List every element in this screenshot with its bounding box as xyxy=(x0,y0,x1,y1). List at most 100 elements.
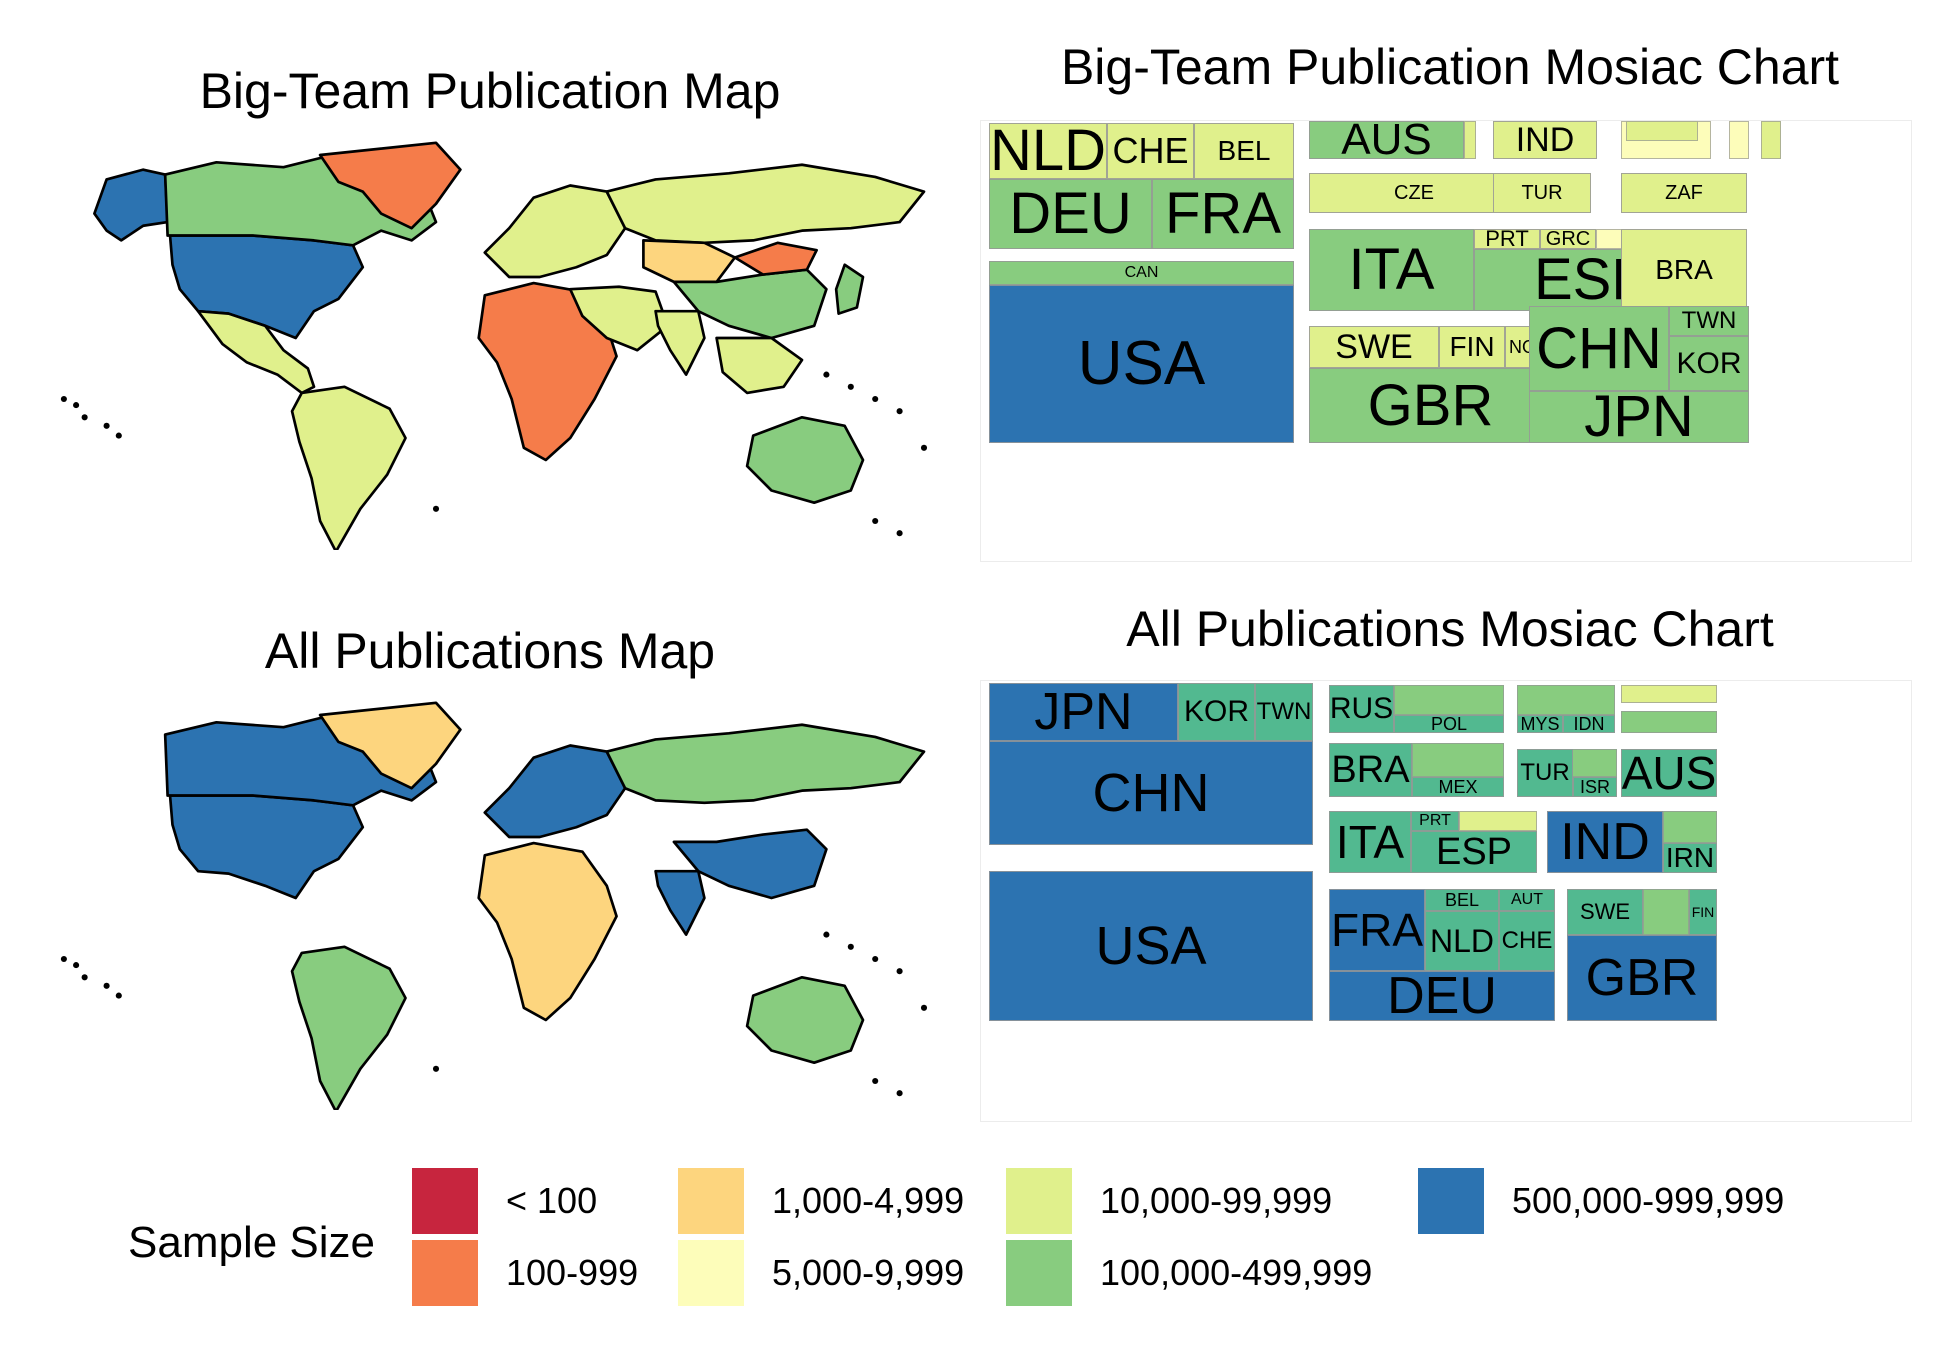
legend-swatch xyxy=(412,1240,478,1306)
mosaic-tile-label: AUS xyxy=(1341,121,1432,159)
map-island-dot xyxy=(81,414,88,421)
mosaic-tile-deu: DEU xyxy=(1329,971,1555,1021)
mosaic-minor-tile xyxy=(1517,685,1615,715)
map-island-dot xyxy=(920,1004,928,1011)
map-island-dot xyxy=(872,955,879,963)
mosaic-tile-bra: BRA xyxy=(1621,229,1747,311)
mosaic-tile-label: ISR xyxy=(1579,777,1610,797)
mosaic-tile-che: CHE xyxy=(1499,911,1555,971)
legend-label: < 100 xyxy=(506,1180,598,1221)
legend-item-1000-4999: 1,000-4,999 xyxy=(678,1168,964,1234)
mosaic-tile-label: IND xyxy=(1560,813,1650,871)
mosaic-minor-tile xyxy=(1663,811,1717,843)
mosaic-tile-deu: DEU xyxy=(989,179,1152,249)
mosaic-minor-tile xyxy=(1464,121,1476,159)
mosaic-tile-fin: FIN xyxy=(1439,326,1505,368)
legend-label: 10,000-99,999 xyxy=(1100,1180,1333,1221)
legend-label: 100-999 xyxy=(506,1252,639,1293)
mosaic-tile-swe: SWE xyxy=(1309,326,1439,368)
mosaic-tile-label: MEX xyxy=(1438,777,1478,797)
mosaic-minor-tile xyxy=(1643,889,1689,935)
mosaic-tile-nld: NLD xyxy=(1425,911,1499,971)
mosaic-tile-ind: IND xyxy=(1547,811,1663,873)
mosaic-tile-label: DEU xyxy=(1387,971,1497,1021)
mosaic-tile-label: FIN xyxy=(1691,904,1715,920)
all-publications-map xyxy=(60,690,930,1113)
map-island-dot xyxy=(872,395,879,403)
bigteam-map-svg xyxy=(60,141,928,553)
legend-item-5000-9999: 5,000-9,999 xyxy=(678,1240,964,1306)
mosaic-tile-label: RUS xyxy=(1329,692,1394,725)
mosaic-tile-label: GBR xyxy=(1585,949,1699,1007)
mosaic-tile-twn: TWN xyxy=(1669,306,1749,336)
mosaic-minor-tile xyxy=(1761,121,1781,159)
mosaic-tile-nld: NLD xyxy=(989,123,1107,179)
mosaic-tile-cze: CZE xyxy=(1309,173,1519,213)
legend-label: 500,000-999,999 xyxy=(1512,1180,1785,1221)
all-map-svg xyxy=(60,701,928,1113)
mosaic-tile-label: GBR xyxy=(1367,372,1494,438)
mosaic-tile-che: CHE xyxy=(1107,123,1194,179)
map-island-dot xyxy=(60,955,67,963)
mosaic-tile-gbr: GBR xyxy=(1309,368,1552,443)
mosaic-tile-grc: GRC xyxy=(1540,229,1596,249)
mosaic-tile-pol: POL xyxy=(1394,715,1504,733)
mosaic-tile-ita: ITA xyxy=(1329,811,1411,873)
legend-item-100000-499999: 100,000-499,999 xyxy=(1006,1240,1372,1306)
map-island-dot xyxy=(896,408,903,415)
mosaic-tile-idn: IDN xyxy=(1563,715,1615,733)
mosaic-tile-label: CZE xyxy=(1394,182,1434,204)
all-map-title: All Publications Map xyxy=(264,623,716,679)
mosaic-tile-label: NLD xyxy=(1429,923,1494,959)
map-island-dot xyxy=(823,931,830,938)
map-region-australia xyxy=(745,975,865,1065)
mosaic-tile-label: POL xyxy=(1430,715,1468,733)
map-island-dot xyxy=(896,1090,903,1097)
map-island-dot xyxy=(872,1077,879,1085)
map-island-dot xyxy=(73,962,80,969)
mosaic-tile-label: KOR xyxy=(1183,695,1249,728)
mosaic-tile-label: CHE xyxy=(1112,130,1189,171)
bigteam-mosaic-chart: NLD CHE BEL DEU FRA CAN USA AUS IND CZE TUR ZAF ITA P… xyxy=(980,120,1912,562)
map-region-china xyxy=(672,828,828,900)
mosaic-tile-aus: AUS xyxy=(1621,749,1717,797)
mosaic-tile-fra: FRA xyxy=(1329,889,1425,971)
mosaic-tile-aut: AUT xyxy=(1499,889,1555,911)
mosaic-tile-label: TUR xyxy=(1521,182,1563,204)
legend-item-10000-99999: 10,000-99,999 xyxy=(1006,1168,1332,1234)
mosaic-tile-label: IRN xyxy=(1665,843,1715,873)
mosaic-tile-label: CHE xyxy=(1501,927,1553,954)
mosaic-tile-label: TWN xyxy=(1681,307,1737,334)
mosaic-tile-label: MYS xyxy=(1520,715,1560,733)
mosaic-tile-can: CAN xyxy=(989,261,1294,285)
map-region-europe xyxy=(483,744,627,839)
map-region-central-america xyxy=(196,309,316,395)
mosaic-tile-label: USA xyxy=(1077,329,1206,398)
map-island-dot xyxy=(115,432,122,439)
mosaic-tile-zaf: ZAF xyxy=(1621,173,1747,213)
mosaic-tile-label: PRT xyxy=(1419,812,1451,829)
mosaic-tile-label: GRC xyxy=(1545,229,1591,249)
map-island-dot xyxy=(432,505,440,512)
map-island-dot xyxy=(115,992,122,999)
legend-swatch xyxy=(412,1168,478,1234)
map-region-north-america-usa- xyxy=(168,234,365,340)
mosaic-tile-rus: RUS xyxy=(1329,685,1394,733)
mosaic-tile-jpn: JPN xyxy=(1529,391,1749,443)
all-publications-mosaic-chart: JPN KOR TWN CHN USA RUS POL MYS IDN BRA MEX TUR ISR A… xyxy=(980,680,1912,1122)
bigteam-map-title: Big-Team Publication Map xyxy=(199,63,781,119)
mosaic-tile-label: ESP xyxy=(1435,831,1513,873)
all-mosaic-title: All Publications Mosiac Chart xyxy=(1126,601,1774,657)
mosaic-tile-isr: ISR xyxy=(1573,777,1617,797)
legend-item-100-999: 100-999 xyxy=(412,1240,638,1306)
mosaic-tile-label: CHN xyxy=(1092,763,1210,823)
map-region-australia xyxy=(745,415,865,505)
map-island-dot xyxy=(920,444,928,451)
map-island-dot xyxy=(896,968,903,975)
map-region-europe xyxy=(483,184,627,279)
mosaic-tile-label: SWE xyxy=(1579,899,1631,924)
map-island-dot xyxy=(432,1065,440,1072)
legend-label: 5,000-9,999 xyxy=(772,1252,965,1293)
mosaic-minor-tile xyxy=(1621,711,1717,733)
mosaic-tile-label: JPN xyxy=(1584,391,1694,443)
